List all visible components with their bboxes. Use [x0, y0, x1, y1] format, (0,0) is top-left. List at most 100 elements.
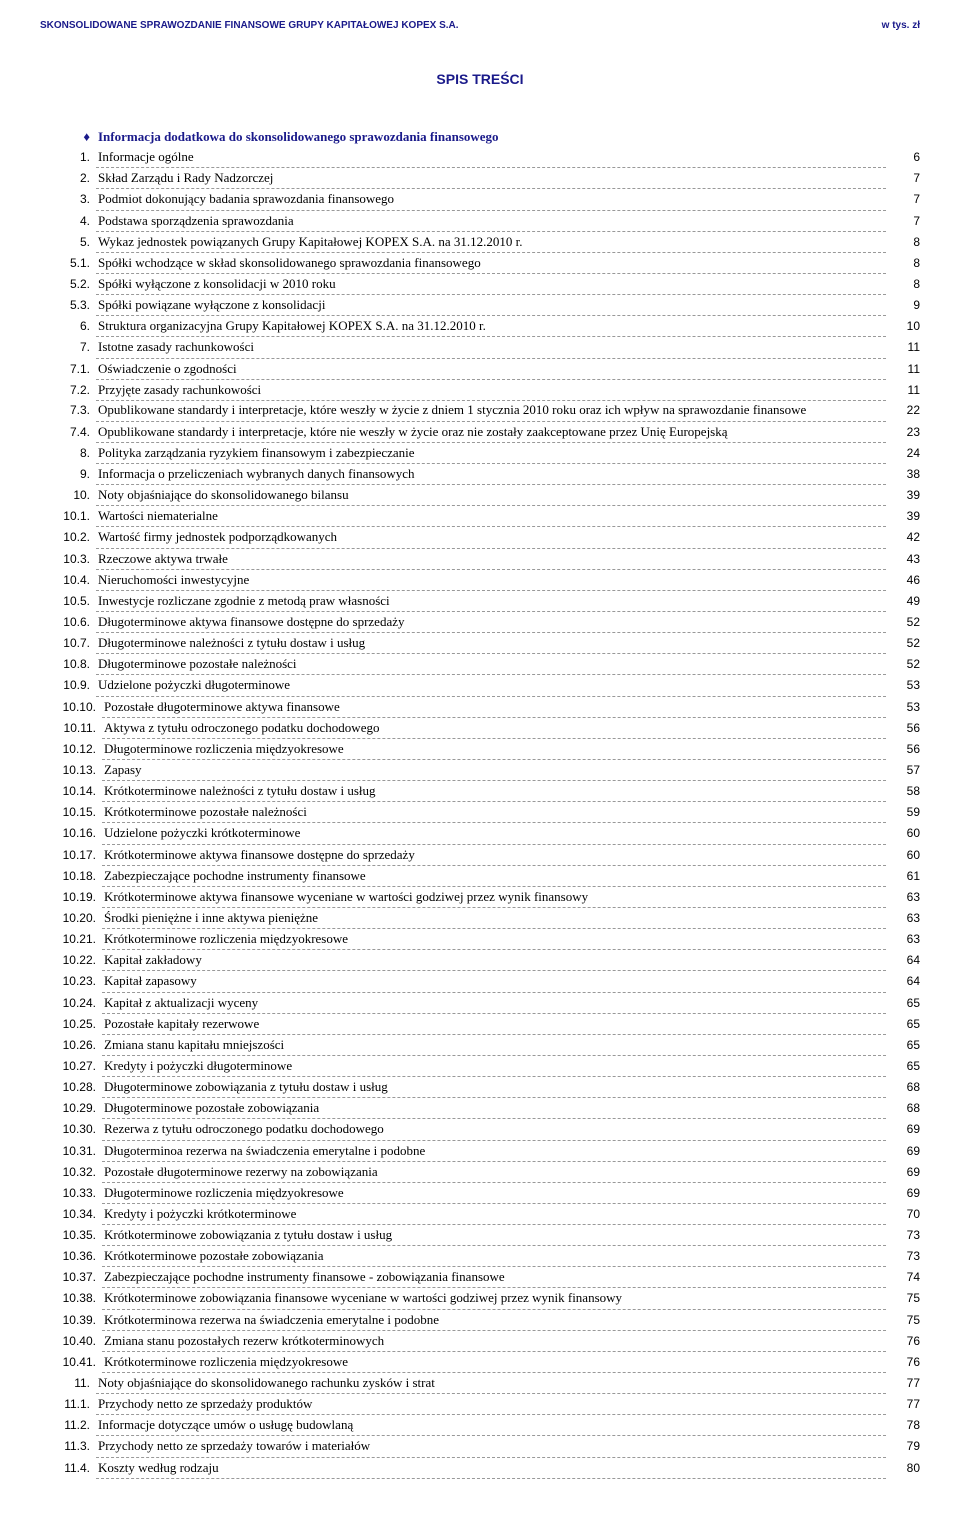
- toc-number: 11.3.: [40, 1437, 96, 1456]
- toc-page: 49: [890, 592, 920, 611]
- toc-label: Nieruchomości inwestycyjne: [96, 570, 886, 591]
- toc-number: 11.1.: [40, 1395, 96, 1414]
- toc-page: 63: [890, 930, 920, 949]
- toc-label: Istotne zasady rachunkowości: [96, 337, 886, 358]
- toc-page: 8: [890, 233, 920, 252]
- toc-page: 75: [890, 1311, 920, 1330]
- toc-label: Krótkoterminowa rezerwa na świadczenia e…: [102, 1310, 886, 1331]
- header-left: SKONSOLIDOWANE SPRAWOZDANIE FINANSOWE GR…: [40, 20, 459, 31]
- toc-number: 10.16.: [40, 824, 102, 843]
- toc-label: Krótkoterminowe pozostałe należności: [102, 802, 886, 823]
- toc-row: 10.8.Długoterminowe pozostałe należności…: [40, 654, 920, 675]
- toc-section-label: Informacja dodatkowa do skonsolidowanego…: [96, 127, 886, 147]
- toc-label: Krótkoterminowe aktywa finansowe wycenia…: [102, 887, 886, 908]
- toc-label: Rezerwa z tytułu odroczonego podatku doc…: [102, 1119, 886, 1140]
- toc-page: 24: [890, 444, 920, 463]
- toc-label: Długoterminoa rezerwa na świadczenia eme…: [102, 1141, 886, 1162]
- toc-page: 53: [890, 676, 920, 695]
- toc-label: Spółki wyłączone z konsolidacji w 2010 r…: [96, 274, 886, 295]
- toc-row: 10.13.Zapasy57: [40, 760, 920, 781]
- toc-number: 10.28.: [40, 1078, 102, 1097]
- toc-number: 10.37.: [40, 1268, 102, 1287]
- toc-label: Podstawa sporządzenia sprawozdania: [96, 211, 886, 232]
- toc-row: 10.10.Pozostałe długoterminowe aktywa fi…: [40, 697, 920, 718]
- toc-label: Spółki powiązane wyłączone z konsolidacj…: [96, 295, 886, 316]
- toc-label: Rzeczowe aktywa trwałe: [96, 549, 886, 570]
- toc-number: 10.1.: [40, 507, 96, 526]
- toc-label: Kapitał z aktualizacji wyceny: [102, 993, 886, 1014]
- toc-page: 58: [890, 782, 920, 801]
- toc-page: 60: [890, 846, 920, 865]
- toc-number: 10.29.: [40, 1099, 102, 1118]
- toc-number: 7.1.: [40, 360, 96, 379]
- toc-page: 57: [890, 761, 920, 780]
- toc-number: 10.30.: [40, 1120, 102, 1139]
- toc-row: 10.9.Udzielone pożyczki długoterminowe53: [40, 675, 920, 696]
- toc-row: 10.12.Długoterminowe rozliczenia międzyo…: [40, 739, 920, 760]
- toc-page: 64: [890, 972, 920, 991]
- toc-page: 39: [890, 486, 920, 505]
- toc-label: Krótkoterminowe zobowiązania z tytułu do…: [102, 1225, 886, 1246]
- toc-label: Koszty według rodzaju: [96, 1458, 886, 1479]
- toc-label: Przychody netto ze sprzedaży towarów i m…: [96, 1436, 886, 1457]
- toc-label: Długoterminowe należności z tytułu dosta…: [96, 633, 886, 654]
- toc-page: 69: [890, 1142, 920, 1161]
- toc-number: 10.2.: [40, 528, 96, 547]
- toc-row: 10.41.Krótkoterminowe rozliczenia między…: [40, 1352, 920, 1373]
- toc-row: 5.2.Spółki wyłączone z konsolidacji w 20…: [40, 274, 920, 295]
- toc-page: 69: [890, 1120, 920, 1139]
- toc-number: 7.: [40, 338, 96, 357]
- toc-row: 10.36.Krótkoterminowe pozostałe zobowiąz…: [40, 1246, 920, 1267]
- toc-label: Długoterminowe aktywa finansowe dostępne…: [96, 612, 886, 633]
- toc-number: 5.: [40, 233, 96, 252]
- toc-page: 68: [890, 1099, 920, 1118]
- toc-label: Długoterminowe rozliczenia międzyokresow…: [102, 739, 886, 760]
- toc-page: 76: [890, 1332, 920, 1351]
- toc-row: 7.Istotne zasady rachunkowości11: [40, 337, 920, 358]
- toc-number: 10.20.: [40, 909, 102, 928]
- toc-label: Aktywa z tytułu odroczonego podatku doch…: [102, 718, 886, 739]
- toc-page: 9: [890, 296, 920, 315]
- toc-row: 10.38.Krótkoterminowe zobowiązania finan…: [40, 1288, 920, 1309]
- toc-page: 63: [890, 888, 920, 907]
- toc-label: Przychody netto ze sprzedaży produktów: [96, 1394, 886, 1415]
- toc-label: Opublikowane standardy i interpretacje, …: [96, 402, 886, 422]
- toc-row: 2.Skład Zarządu i Rady Nadzorczej7: [40, 168, 920, 189]
- toc-row: 3.Podmiot dokonujący badania sprawozdani…: [40, 189, 920, 210]
- toc-label: Zabezpieczające pochodne instrumenty fin…: [102, 866, 886, 887]
- toc-row: 10.35.Krótkoterminowe zobowiązania z tyt…: [40, 1225, 920, 1246]
- toc-number: 5.2.: [40, 275, 96, 294]
- toc-row: 10.34.Kredyty i pożyczki krótkoterminowe…: [40, 1204, 920, 1225]
- toc-number: 10.17.: [40, 846, 102, 865]
- toc-page: 79: [890, 1437, 920, 1456]
- toc-label: Podmiot dokonujący badania sprawozdania …: [96, 189, 886, 210]
- toc-page: 61: [890, 867, 920, 886]
- toc-page: 52: [890, 655, 920, 674]
- toc-label: Skład Zarządu i Rady Nadzorczej: [96, 168, 886, 189]
- toc-number: 10.26.: [40, 1036, 102, 1055]
- toc-row: 10.25.Pozostałe kapitały rezerwowe65: [40, 1014, 920, 1035]
- toc-page: 65: [890, 1015, 920, 1034]
- toc-number: 10.4.: [40, 571, 96, 590]
- toc-number: 7.2.: [40, 381, 96, 400]
- toc-label: Zmiana stanu kapitału mniejszości: [102, 1035, 886, 1056]
- toc-row: 10.28.Długoterminowe zobowiązania z tytu…: [40, 1077, 920, 1098]
- toc-number: 10.6.: [40, 613, 96, 632]
- toc-page: 69: [890, 1184, 920, 1203]
- toc-row: 10.3.Rzeczowe aktywa trwałe43: [40, 549, 920, 570]
- toc-page: 11: [890, 338, 920, 357]
- toc-row: 11.4.Koszty według rodzaju80: [40, 1458, 920, 1479]
- toc-label: Długoterminowe rozliczenia międzyokresow…: [102, 1183, 886, 1204]
- toc-row: 10.15.Krótkoterminowe pozostałe należnoś…: [40, 802, 920, 823]
- toc-number: 10.: [40, 486, 96, 505]
- toc-row: 10.19.Krótkoterminowe aktywa finansowe w…: [40, 887, 920, 908]
- toc-row: 10.11.Aktywa z tytułu odroczonego podatk…: [40, 718, 920, 739]
- toc-page: 80: [890, 1459, 920, 1478]
- toc-page: 8: [890, 275, 920, 294]
- toc-number: 10.9.: [40, 676, 96, 695]
- toc-number: 10.14.: [40, 782, 102, 801]
- toc-row: 10.37.Zabezpieczające pochodne instrumen…: [40, 1267, 920, 1288]
- toc-section-bullet: ♦ Informacja dodatkowa do skonsolidowane…: [40, 127, 920, 147]
- toc-row: 10.20.Środki pieniężne i inne aktywa pie…: [40, 908, 920, 929]
- toc-label: Krótkoterminowe należności z tytułu dost…: [102, 781, 886, 802]
